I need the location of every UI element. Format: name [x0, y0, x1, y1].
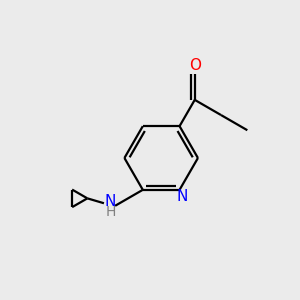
Text: H: H — [105, 205, 116, 219]
Text: N: N — [105, 194, 116, 209]
Text: N: N — [176, 189, 188, 204]
Text: O: O — [189, 58, 201, 73]
